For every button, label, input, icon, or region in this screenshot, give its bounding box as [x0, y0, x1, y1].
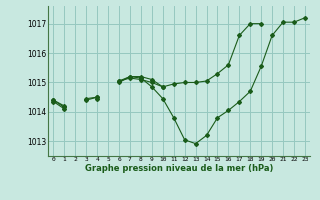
- X-axis label: Graphe pression niveau de la mer (hPa): Graphe pression niveau de la mer (hPa): [85, 164, 273, 173]
